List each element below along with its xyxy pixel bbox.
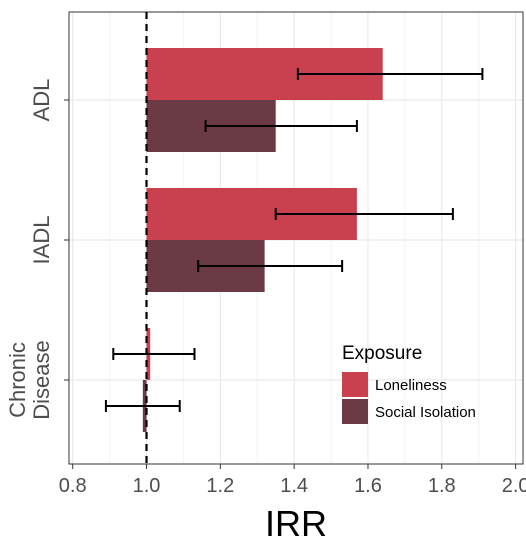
- y-tick-label-line-0: Chronic: [5, 342, 30, 418]
- y-axis-ticks: ADL IADL ChronicDisease: [5, 79, 69, 420]
- plot-panel-border: [68, 11, 524, 465]
- legend: Exposure Loneliness Social Isolation: [342, 343, 476, 424]
- x-tick-label-5: 1.8: [428, 475, 456, 497]
- legend-swatch-loneliness: [342, 372, 368, 397]
- x-tick-label-2: 1.2: [206, 475, 234, 497]
- x-tick-label-3: 1.4: [280, 475, 308, 497]
- y-tick-label-chronic-disease: ChronicDisease: [5, 340, 54, 419]
- y-tick-label-line-0: ADL: [29, 79, 54, 122]
- legend-label-social-isolation: Social Isolation: [375, 404, 476, 421]
- x-axis-title: IRR: [265, 503, 327, 542]
- legend-title: Exposure: [342, 343, 422, 364]
- legend-swatch-social-isolation: [342, 399, 368, 424]
- x-tick-label-1: 1.0: [133, 475, 161, 497]
- x-tick-label-4: 1.6: [354, 475, 382, 497]
- error-bars: [104, 68, 484, 412]
- x-tick-label-6: 2.0: [502, 475, 526, 497]
- x-tick-label-0: 0.8: [59, 475, 87, 497]
- x-axis-ticks: 0.8 1.0 1.2 1.4 1.6 1.8 2.0: [59, 464, 526, 497]
- y-tick-label-adl: ADL: [29, 79, 54, 122]
- y-tick-label-line-0: IADL: [29, 216, 54, 265]
- y-tick-label-iadl: IADL: [29, 216, 54, 265]
- legend-label-loneliness: Loneliness: [375, 377, 447, 394]
- y-tick-label-line-1: Disease: [29, 340, 54, 419]
